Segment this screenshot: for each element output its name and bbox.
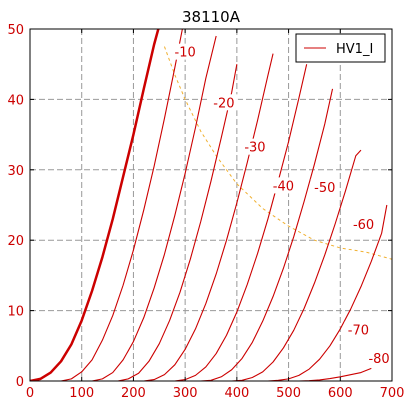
grid bbox=[29, 28, 393, 382]
curve-labels: -10 -20 -30 -40 -50 -60 -70 -80 bbox=[171, 43, 394, 367]
curve-label-bg bbox=[310, 178, 339, 195]
x-tick-label: 600 bbox=[328, 386, 353, 401]
x-tick-label: 500 bbox=[276, 386, 301, 401]
x-tick-label: 400 bbox=[224, 386, 249, 401]
x-tick-label: 300 bbox=[173, 386, 198, 401]
series-line-6 bbox=[200, 88, 334, 381]
curve-label-bg bbox=[344, 321, 373, 338]
y-tick-label: 10 bbox=[7, 305, 24, 320]
chart-title: 38110A bbox=[182, 8, 241, 26]
legend: HV1_I bbox=[295, 33, 386, 63]
dissipation-line bbox=[163, 46, 392, 260]
x-tick-label: 200 bbox=[121, 386, 146, 401]
curve-label: -60 bbox=[353, 218, 374, 233]
curve-label-bg bbox=[240, 138, 269, 155]
plot-frame bbox=[29, 28, 393, 382]
series-line-9 bbox=[298, 367, 372, 381]
curve-label: -20 bbox=[213, 96, 234, 111]
y-tick-label: 40 bbox=[7, 93, 24, 108]
series-line-7 bbox=[231, 149, 362, 381]
x-tick-label: 700 bbox=[380, 386, 405, 401]
y-tick-label: 20 bbox=[7, 234, 24, 249]
series-line-4 bbox=[143, 53, 274, 381]
curve-label-bg bbox=[171, 43, 200, 60]
x-tick-label: 0 bbox=[26, 386, 34, 401]
y-tick-label: 30 bbox=[7, 164, 24, 179]
y-tick-label: 50 bbox=[7, 23, 24, 38]
curve-label: -70 bbox=[348, 324, 369, 339]
curve-label-bg bbox=[365, 349, 394, 366]
series-line-3 bbox=[117, 64, 238, 381]
series-line-0 bbox=[30, 29, 160, 381]
series-line-2 bbox=[91, 35, 217, 381]
y-tick-label: 0 bbox=[16, 375, 24, 390]
dissipation-curve bbox=[163, 46, 392, 260]
x-tick-label: 100 bbox=[69, 386, 94, 401]
curve-label-bg bbox=[209, 94, 238, 111]
curve-label-bg bbox=[349, 216, 378, 233]
legend-label: HV1_I bbox=[336, 42, 373, 57]
curve-label: -50 bbox=[314, 181, 335, 196]
axis-ticks: 0 100 200 300 400 500 600 700 0 10 20 30 40 50 bbox=[7, 23, 404, 401]
series-group bbox=[30, 29, 388, 381]
series-line-5 bbox=[174, 64, 308, 381]
series-line-1 bbox=[60, 29, 183, 381]
curve-label-bg bbox=[269, 177, 298, 194]
curve-label: -10 bbox=[175, 46, 196, 61]
curve-label: -80 bbox=[368, 352, 389, 367]
curve-label: -40 bbox=[273, 179, 294, 194]
curve-label: -30 bbox=[244, 141, 265, 156]
